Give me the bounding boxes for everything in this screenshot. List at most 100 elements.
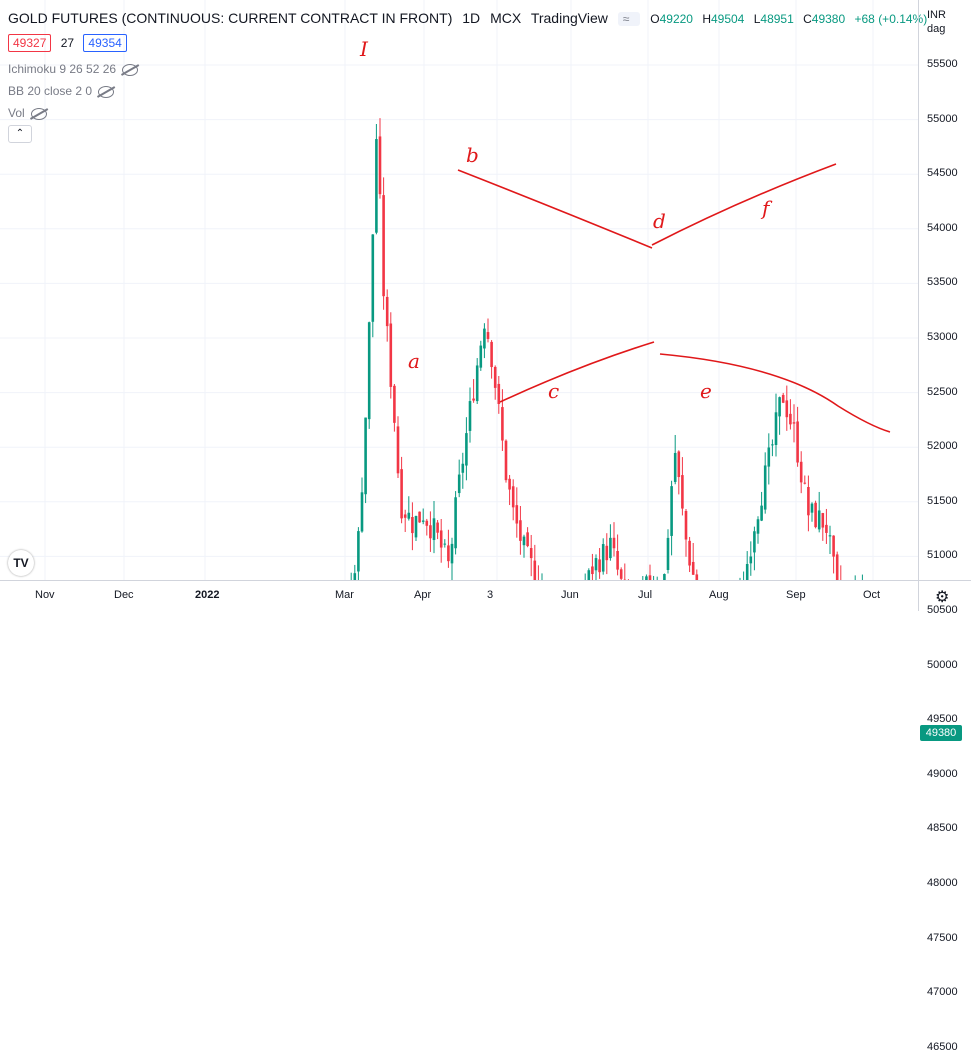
collapse-legend-button[interactable]: ⌃ — [8, 125, 32, 143]
currency-label[interactable]: INR dag — [927, 8, 946, 36]
candle-body — [786, 400, 789, 417]
price-tick-label: 49000 — [927, 768, 958, 780]
time-tick-label: Jul — [638, 589, 652, 601]
candle-body — [368, 322, 371, 419]
time-tick-label: Nov — [35, 589, 55, 601]
price-tick-label: 52500 — [927, 386, 958, 398]
candle-body — [750, 556, 753, 563]
candle-body — [602, 544, 605, 572]
interval-label[interactable]: 1D — [462, 10, 480, 26]
candle-body — [397, 426, 400, 473]
candle-body — [800, 462, 803, 483]
candle-body — [609, 538, 612, 558]
tradingview-logo[interactable]: TV — [8, 550, 34, 576]
chart-header: GOLD FUTURES (CONTINUOUS: CURRENT CONTRA… — [8, 10, 939, 26]
candle-body — [436, 523, 439, 533]
candle-body — [415, 516, 418, 537]
candle-body — [822, 513, 825, 528]
price-tick-label: 48000 — [927, 877, 958, 889]
symbol-title[interactable]: GOLD FUTURES (CONTINUOUS: CURRENT CONTRA… — [8, 10, 452, 26]
time-tick-label: Jun — [561, 589, 579, 601]
candle-body — [480, 346, 483, 368]
last-price-label: 49380 — [920, 725, 962, 741]
candle-body — [487, 332, 490, 339]
candle-body — [483, 329, 486, 349]
candle-body — [530, 548, 533, 558]
price-tick-label: 53500 — [927, 276, 958, 288]
candle-body — [390, 324, 393, 387]
annotation-label: b — [466, 143, 479, 167]
candle-body — [364, 418, 367, 495]
candle-body — [681, 475, 684, 508]
open-label: O — [650, 12, 659, 26]
candle-body — [469, 401, 472, 431]
candle-body — [494, 367, 497, 388]
candle-body — [782, 395, 785, 403]
annotation-label: f — [760, 196, 773, 220]
indicator-vol[interactable]: Vol — [8, 106, 47, 120]
candle-body — [814, 503, 817, 527]
candle-body — [793, 422, 796, 423]
candle-body — [512, 486, 515, 507]
candle-body — [490, 342, 493, 367]
candle-body — [361, 492, 364, 531]
eye-hidden-icon[interactable] — [122, 64, 138, 76]
candle-body — [616, 551, 619, 570]
candle-body — [505, 441, 508, 480]
candle-body — [760, 506, 763, 521]
candle-body — [465, 433, 468, 465]
buy-price-box[interactable]: 49354 — [83, 34, 126, 52]
trend-line-drawing — [652, 164, 836, 245]
settings-corner[interactable]: ⚙ — [918, 580, 971, 611]
eye-hidden-icon[interactable] — [31, 108, 47, 120]
candle-body — [764, 465, 767, 509]
change-value: +68 (+0.14%) — [855, 12, 928, 26]
bid-ask-row: 49327 27 49354 — [8, 34, 127, 52]
open-value: 49220 — [660, 12, 693, 26]
candle-body — [501, 407, 504, 440]
gear-icon[interactable]: ⚙ — [935, 587, 949, 607]
candle-body — [534, 561, 537, 580]
currency-text: INR — [927, 8, 946, 22]
price-tick-label: 51000 — [927, 549, 958, 561]
candle-body — [688, 541, 691, 566]
candle-body — [670, 486, 673, 536]
ohlc-readout: O49220 H49504 L48951 C49380 +68 (+0.14%) — [650, 12, 933, 26]
close-label: C — [803, 12, 812, 26]
time-tick-label: 2022 — [195, 589, 219, 601]
candle-body — [440, 530, 443, 547]
price-tick-label: 49500 — [927, 713, 958, 725]
unit-text: dag — [927, 22, 946, 36]
candle-body — [595, 558, 598, 570]
candle-body — [836, 554, 839, 580]
candle-body — [429, 525, 432, 538]
candle-body — [357, 531, 360, 571]
candle-body — [620, 569, 623, 579]
high-label: H — [702, 12, 711, 26]
candle-body — [526, 532, 529, 546]
price-tick-label: 54000 — [927, 222, 958, 234]
candle-body — [523, 537, 526, 546]
candle-body — [386, 297, 389, 326]
exchange-label: MCX — [490, 10, 521, 26]
indicator-bb[interactable]: BB 20 close 2 0 — [8, 84, 114, 98]
compare-toggle[interactable]: ≈ — [618, 12, 641, 26]
time-tick-label: Apr — [414, 589, 431, 601]
candle-body — [476, 365, 479, 401]
eye-hidden-icon[interactable] — [98, 86, 114, 98]
candle-body — [454, 497, 457, 548]
candle-body — [458, 475, 461, 493]
candle-body — [498, 384, 501, 404]
candle-body — [771, 444, 774, 445]
candle-body — [447, 545, 450, 561]
candle-body — [746, 564, 749, 580]
candle-body — [606, 546, 609, 560]
indicator-ichimoku[interactable]: Ichimoku 9 26 52 26 — [8, 62, 138, 76]
candle-body — [775, 412, 778, 445]
sell-price-box[interactable]: 49327 — [8, 34, 51, 52]
trend-line-drawing — [458, 170, 652, 248]
